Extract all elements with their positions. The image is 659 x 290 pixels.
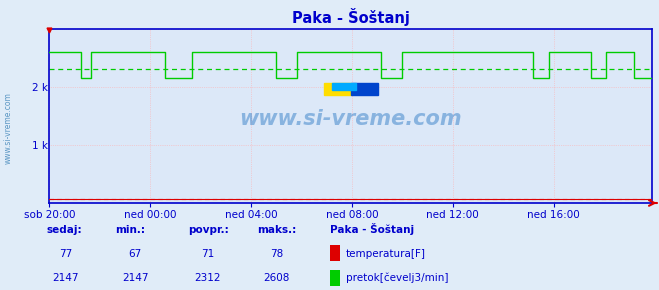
Text: maks.:: maks.: (257, 225, 297, 235)
Bar (324, 84, 351, 95)
Bar (332, 84, 357, 90)
Text: www.si-vreme.com: www.si-vreme.com (3, 92, 13, 164)
Text: 2608: 2608 (264, 273, 290, 283)
Bar (351, 84, 378, 95)
Text: Paka - Šoštanj: Paka - Šoštanj (330, 224, 414, 235)
Text: povpr.:: povpr.: (188, 225, 229, 235)
Text: temperatura[F]: temperatura[F] (346, 249, 426, 259)
Text: 2147: 2147 (122, 273, 148, 283)
Text: 2312: 2312 (194, 273, 221, 283)
Text: pretok[čevelj3/min]: pretok[čevelj3/min] (346, 273, 449, 283)
Text: 71: 71 (201, 249, 214, 259)
Text: sedaj:: sedaj: (46, 225, 82, 235)
Text: 2147: 2147 (53, 273, 79, 283)
Text: www.si-vreme.com: www.si-vreme.com (240, 110, 462, 129)
Text: 77: 77 (59, 249, 72, 259)
Title: Paka - Šoštanj: Paka - Šoštanj (292, 8, 410, 26)
Text: 67: 67 (129, 249, 142, 259)
Text: min.:: min.: (115, 225, 146, 235)
Text: 78: 78 (270, 249, 283, 259)
